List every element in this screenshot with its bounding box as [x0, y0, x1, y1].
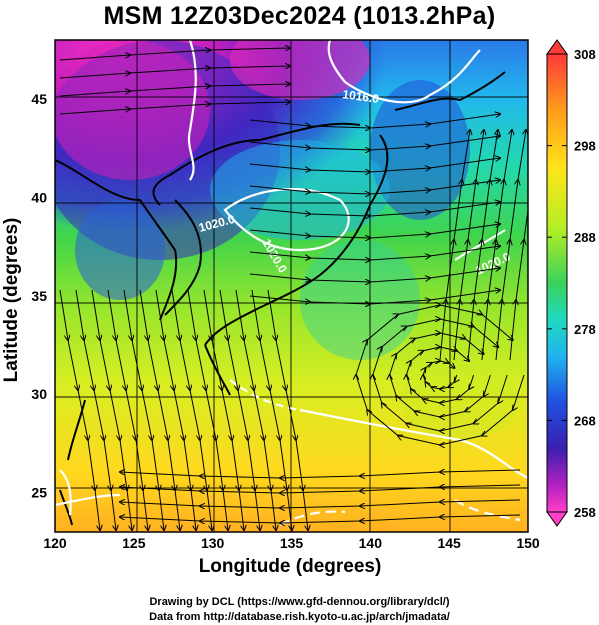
- colorbar-tick-label: 288: [574, 230, 596, 245]
- plot-frame: [54, 39, 529, 533]
- colorbar-tick-label: 308: [574, 47, 596, 62]
- map-title: MSM 12Z03Dec2024 (1013.2hPa): [103, 2, 496, 30]
- colorbar-scale: [546, 53, 568, 513]
- colorbar-min-arrow: [546, 511, 568, 527]
- y-tick-label: 30: [31, 386, 47, 402]
- colorbar: 308 298 288 278 268 258: [546, 39, 596, 527]
- x-tick-label: 150: [516, 535, 540, 551]
- streamline: [249, 114, 500, 128]
- x-tick-label: 130: [201, 535, 225, 551]
- streamline: [59, 84, 290, 97]
- colorbar-tick-label: 278: [574, 322, 596, 337]
- y-axis-title: Latitude (degrees): [1, 217, 22, 383]
- credit-drawing: Drawing by DCL (https://www.gfd-dennou.o…: [149, 596, 450, 608]
- x-tick-label: 125: [122, 535, 146, 551]
- y-tick-label: 40: [31, 189, 47, 205]
- colorbar-max-arrow: [546, 39, 568, 55]
- hokkaido-coast: [394, 71, 506, 111]
- korea-coast-east: [164, 199, 202, 316]
- korea-coast-west: [55, 159, 178, 321]
- x-tick-label: 145: [437, 535, 461, 551]
- y-tick-label: 45: [31, 91, 47, 107]
- isobar: [454, 499, 521, 522]
- y-tick-label: 25: [31, 485, 47, 501]
- streamline: [267, 289, 308, 530]
- isobar-label: 1016.0: [342, 87, 381, 106]
- streamline: [59, 66, 290, 79]
- streamline: [356, 305, 525, 445]
- x-tick-label: 140: [359, 535, 383, 551]
- colorbar-tick-label: 268: [574, 413, 596, 428]
- streamline: [509, 130, 528, 361]
- streamline: [120, 470, 521, 478]
- colorbar-tick-label: 298: [574, 139, 596, 154]
- streamline: [59, 102, 290, 115]
- x-tick-label: 120: [43, 535, 67, 551]
- streamline: [120, 500, 521, 508]
- streamline: [120, 485, 521, 493]
- x-axis-title: Longitude (degrees): [198, 556, 382, 577]
- x-tick-labels: 120 125 130 135 140 145 150: [43, 535, 540, 551]
- y-tick-label: 35: [31, 288, 47, 304]
- credit-data-source: Data from http://database.rish.kyoto-u.a…: [149, 611, 450, 623]
- wind-streamlines: [59, 48, 528, 530]
- colorbar-tick-label: 258: [574, 505, 596, 520]
- y-tick-labels: 25 30 35 40 45: [31, 91, 47, 501]
- streamline: [120, 515, 521, 523]
- x-tick-label: 135: [280, 535, 304, 551]
- isobar: [327, 40, 481, 104]
- streamline: [59, 48, 290, 61]
